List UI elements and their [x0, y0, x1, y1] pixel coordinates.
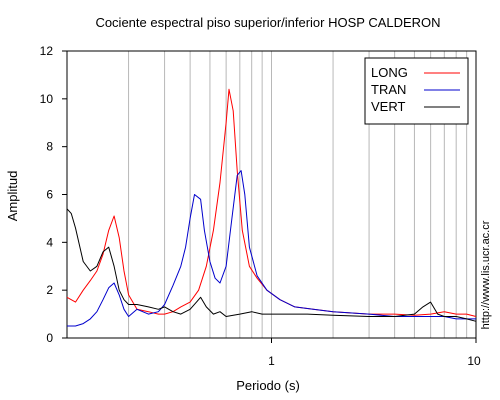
watermark: http://www.lis.ucr.ac.cr — [480, 220, 492, 329]
chart-title: Cociente espectral piso superior/inferio… — [95, 15, 440, 30]
x-tick-label: 10 — [467, 354, 481, 368]
legend: LONG TRAN VERT — [364, 57, 469, 125]
legend-label-tran: TRAN — [371, 82, 406, 97]
legend-label-vert: VERT — [371, 99, 405, 114]
y-tick-label: 6 — [46, 188, 53, 202]
y-tick-label: 2 — [46, 283, 53, 297]
axis-ticks: 0 2 4 6 8 10 12 1 10 — [40, 44, 481, 368]
series-layer — [66, 88, 477, 327]
x-tick-label: 1 — [268, 354, 275, 368]
series-line-tran — [67, 170, 476, 327]
x-axis-label: Periodo (s) — [236, 378, 300, 393]
y-tick-label: 0 — [46, 331, 53, 345]
y-tick-label: 12 — [40, 44, 54, 58]
legend-box — [364, 57, 469, 125]
y-tick-label: 4 — [46, 235, 53, 249]
series-line-vert — [66, 208, 477, 322]
y-axis-label: Amplitud — [5, 171, 20, 222]
y-tick-label: 10 — [40, 92, 54, 106]
legend-label-long: LONG — [371, 65, 408, 80]
y-tick-label: 8 — [46, 140, 53, 154]
